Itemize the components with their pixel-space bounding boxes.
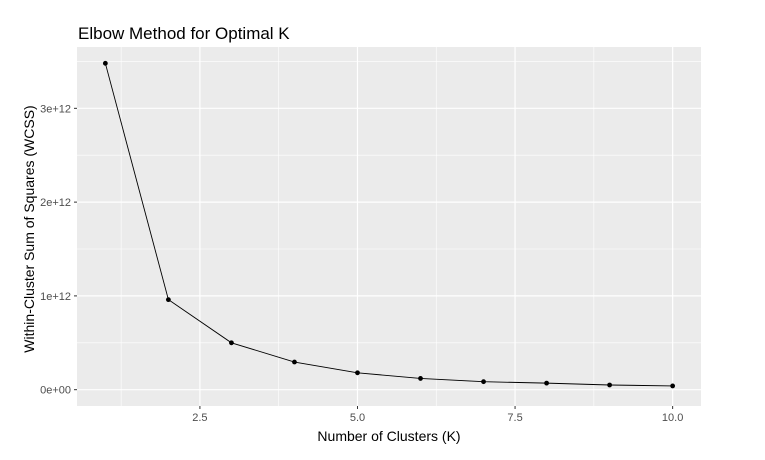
series-line [104, 63, 673, 387]
y-axis: 0e+00 1e+12 2e+12 3e+12 [40, 103, 77, 397]
y-axis-title: Within-Cluster Sum of Squares (WCSS) [21, 105, 37, 352]
y-tick-label: 1e+12 [40, 291, 71, 303]
x-tick-label: 7.5 [507, 412, 522, 424]
data-point [102, 60, 108, 66]
data-point [292, 359, 297, 365]
data-point [355, 370, 360, 376]
x-tick-label: 2.5 [192, 412, 207, 424]
data-point [165, 297, 171, 303]
chart-title: Elbow Method for Optimal K [78, 24, 290, 43]
data-point [418, 376, 423, 381]
y-tick-label: 3e+12 [40, 103, 71, 115]
data-point [481, 379, 486, 385]
data-point [229, 340, 234, 346]
x-axis: 2.5 5.0 7.5 10.0 [192, 406, 683, 424]
y-tick-label: 0e+00 [40, 385, 71, 397]
panel-background [77, 47, 701, 406]
x-tick-label: 5.0 [350, 412, 365, 424]
series-line-layer [104, 63, 673, 387]
plot-panel [77, 47, 701, 406]
x-axis-title: Number of Clusters (K) [317, 428, 460, 444]
grid-lines [77, 47, 701, 406]
data-point [544, 380, 549, 386]
data-points [102, 60, 676, 389]
x-tick-label: 10.0 [662, 412, 683, 424]
data-point [607, 382, 613, 388]
y-tick-label: 2e+12 [40, 197, 71, 209]
data-point [670, 383, 676, 389]
